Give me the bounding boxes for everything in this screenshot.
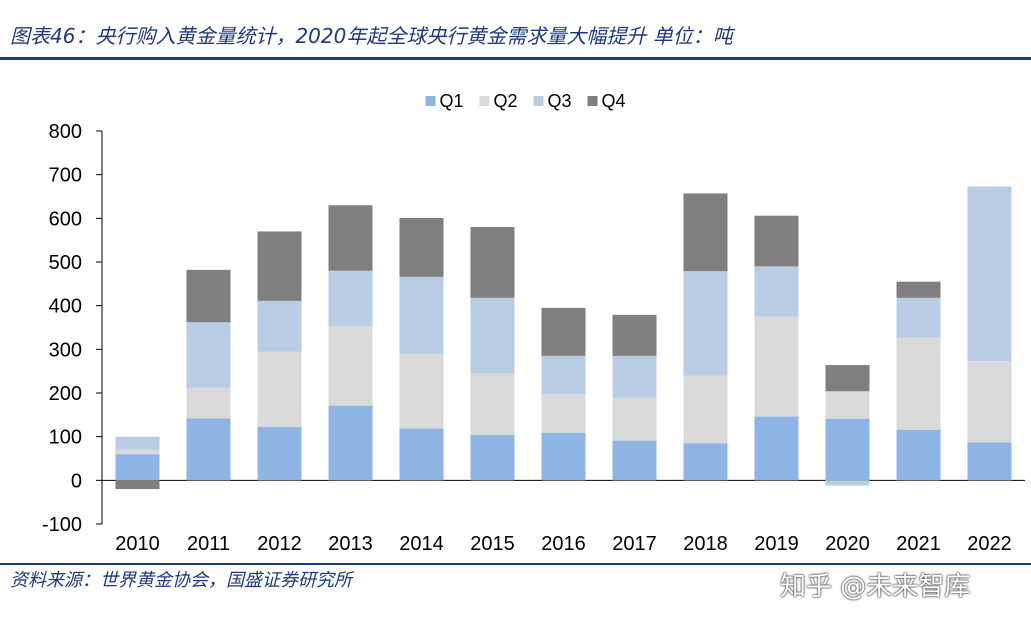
x-tick-label: 2013 xyxy=(328,533,373,555)
y-tick-label: 700 xyxy=(49,165,82,187)
bar-q4-2015 xyxy=(470,227,515,298)
bar-q3-2012 xyxy=(257,300,302,352)
bar-q3-2018 xyxy=(683,271,728,376)
x-tick-label: 2018 xyxy=(683,533,728,555)
bar-q3-2016 xyxy=(541,355,586,395)
x-tick-label: 2017 xyxy=(612,533,657,555)
bar-q4-2010 xyxy=(115,480,160,490)
bar-q1-2018 xyxy=(683,443,728,481)
bar-q1-2010 xyxy=(115,454,160,481)
y-tick-label: 0 xyxy=(71,470,82,492)
source-note: 资料来源：世界黄金协会，国盛证券研究所 xyxy=(10,570,352,591)
bar-q1-2013 xyxy=(328,405,373,481)
x-tick-label: 2021 xyxy=(896,533,941,555)
bar-q3-2019 xyxy=(754,266,799,317)
bar-q1-2016 xyxy=(541,432,586,481)
bar-q2-2010 xyxy=(115,449,160,455)
bar-q2-2015 xyxy=(470,373,515,435)
legend-label-q1: Q1 xyxy=(440,91,464,111)
bar-q4-2018 xyxy=(683,193,728,272)
bar-q4-2016 xyxy=(541,307,586,356)
bar-q4-2013 xyxy=(328,205,373,271)
y-tick-label: 800 xyxy=(49,121,82,143)
legend-swatch-q3 xyxy=(533,96,544,106)
title-divider xyxy=(0,57,1031,60)
bar-q1-2019 xyxy=(754,416,799,481)
x-tick-label: 2016 xyxy=(541,533,586,555)
bar-q3-2020 xyxy=(825,480,870,486)
bar-q3-2013 xyxy=(328,270,373,327)
x-tick-label: 2010 xyxy=(115,533,160,555)
bar-q2-2017 xyxy=(612,397,657,441)
y-tick-label: 600 xyxy=(49,208,82,230)
bar-q2-2016 xyxy=(541,394,586,433)
bar-q4-2017 xyxy=(612,314,657,356)
bar-q2-2019 xyxy=(754,316,799,417)
y-tick-label: 100 xyxy=(49,427,82,449)
x-tick-label: 2022 xyxy=(967,533,1012,555)
bar-q2-2021 xyxy=(896,337,941,430)
bar-q4-2021 xyxy=(896,281,941,298)
legend-label-q4: Q4 xyxy=(602,91,626,111)
bar-q1-2012 xyxy=(257,427,302,481)
watermark: 知乎 @未来智库 xyxy=(780,572,971,602)
x-tick-label: 2014 xyxy=(399,533,444,555)
bar-q2-2022 xyxy=(967,361,1012,443)
bar-q1-2017 xyxy=(612,440,657,481)
bar-q3-2010 xyxy=(115,436,160,450)
bar-q3-2022 xyxy=(967,186,1012,362)
bar-q1-2015 xyxy=(470,434,515,481)
y-tick-label: 300 xyxy=(49,339,82,361)
bar-q3-2014 xyxy=(399,276,444,355)
stacked-bar-chart: -100 0 100 200 300 400 500 600 700 800 2010 2011 201… xyxy=(42,91,1025,555)
x-tick-label: 2015 xyxy=(470,533,515,555)
bar-q3-2021 xyxy=(896,297,941,338)
bar-q3-2011 xyxy=(186,322,231,388)
bar-q2-2011 xyxy=(186,387,231,419)
legend-label-q2: Q2 xyxy=(494,91,518,111)
bar-q1-2021 xyxy=(896,429,941,481)
legend-swatch-q2 xyxy=(479,96,490,106)
bar-q4-2020 xyxy=(825,365,870,392)
x-tick-label: 2020 xyxy=(825,533,870,555)
bar-q3-2015 xyxy=(470,297,515,374)
bar-q4-2012 xyxy=(257,231,302,301)
y-tick-label: 200 xyxy=(49,383,82,405)
bar-q4-2014 xyxy=(399,217,444,277)
bar-q2-2013 xyxy=(328,326,373,406)
footer-divider xyxy=(0,563,1031,565)
legend-swatch-q1 xyxy=(425,96,436,106)
x-tick-label: 2019 xyxy=(754,533,799,555)
bar-q2-2018 xyxy=(683,375,728,444)
bar-q1-2014 xyxy=(399,428,444,481)
y-tick-label: -100 xyxy=(42,514,82,536)
x-tick-label: 2011 xyxy=(187,533,230,555)
bar-q2-2014 xyxy=(399,354,444,429)
x-tick-label: 2012 xyxy=(257,533,302,555)
bar-q1-2011 xyxy=(186,418,231,481)
bar-q1-2022 xyxy=(967,442,1012,481)
legend-label-q3: Q3 xyxy=(548,91,572,111)
bar-q4-2011 xyxy=(186,269,231,323)
y-tick-label: 500 xyxy=(49,252,82,274)
bar-q4-2019 xyxy=(754,215,799,267)
bar-q1-2020 xyxy=(825,418,870,481)
bar-q2-2012 xyxy=(257,351,302,428)
y-tick-label: 400 xyxy=(49,296,82,318)
legend-swatch-q4 xyxy=(587,96,598,106)
figure-title: 图表46：央行购入黄金量统计，2020年起全球央行黄金需求量大幅提升 单位：吨 xyxy=(10,24,733,48)
bar-q2-2020 xyxy=(825,391,870,419)
bar-q3-2017 xyxy=(612,355,657,398)
